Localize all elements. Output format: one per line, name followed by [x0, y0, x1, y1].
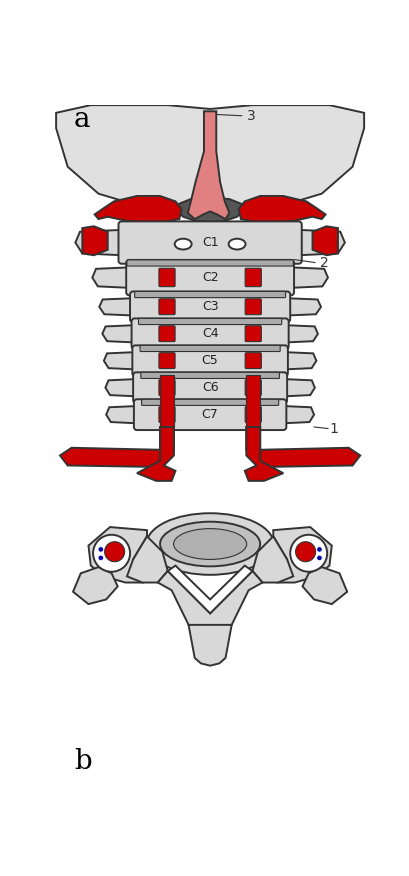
Polygon shape: [188, 625, 231, 666]
Polygon shape: [127, 536, 167, 583]
Polygon shape: [187, 111, 229, 219]
Polygon shape: [102, 325, 134, 343]
Text: C3: C3: [201, 300, 218, 314]
Bar: [160, 400, 173, 402]
FancyBboxPatch shape: [131, 318, 288, 350]
Polygon shape: [94, 196, 181, 223]
Polygon shape: [312, 226, 337, 255]
FancyBboxPatch shape: [245, 406, 261, 422]
FancyBboxPatch shape: [118, 222, 301, 264]
Circle shape: [98, 555, 103, 561]
Polygon shape: [246, 427, 360, 467]
Text: 3: 3: [247, 109, 255, 123]
Text: C7: C7: [201, 408, 218, 421]
FancyBboxPatch shape: [126, 260, 293, 295]
Polygon shape: [82, 226, 108, 255]
Polygon shape: [60, 427, 173, 467]
FancyBboxPatch shape: [132, 345, 287, 376]
Text: 1: 1: [329, 421, 337, 435]
Circle shape: [104, 541, 124, 562]
Circle shape: [290, 534, 326, 572]
Bar: [246, 376, 260, 427]
Bar: [160, 346, 173, 349]
Bar: [160, 376, 173, 427]
Polygon shape: [73, 567, 117, 604]
Polygon shape: [298, 230, 344, 255]
Text: a: a: [74, 106, 90, 132]
Polygon shape: [283, 406, 313, 423]
FancyBboxPatch shape: [159, 299, 175, 314]
Circle shape: [93, 534, 130, 572]
Polygon shape: [56, 105, 363, 213]
FancyBboxPatch shape: [245, 299, 261, 314]
Bar: [246, 373, 260, 376]
Polygon shape: [252, 536, 292, 583]
Ellipse shape: [173, 528, 246, 560]
Polygon shape: [290, 267, 327, 288]
Text: b: b: [74, 748, 91, 775]
FancyBboxPatch shape: [245, 379, 261, 396]
Ellipse shape: [146, 513, 273, 575]
Text: C5: C5: [201, 354, 218, 367]
Polygon shape: [167, 566, 252, 613]
Text: 2: 2: [319, 256, 328, 270]
Circle shape: [295, 541, 315, 562]
Polygon shape: [244, 427, 283, 481]
Bar: [160, 293, 173, 294]
FancyBboxPatch shape: [159, 379, 175, 396]
Bar: [246, 346, 260, 349]
Polygon shape: [284, 352, 316, 370]
Text: C4: C4: [201, 328, 218, 340]
Polygon shape: [175, 197, 244, 223]
Polygon shape: [137, 427, 175, 481]
Bar: [160, 261, 173, 263]
Text: C6: C6: [201, 381, 218, 394]
Polygon shape: [105, 379, 136, 396]
FancyBboxPatch shape: [159, 406, 175, 422]
FancyBboxPatch shape: [134, 292, 285, 298]
Ellipse shape: [174, 239, 191, 250]
FancyBboxPatch shape: [140, 372, 279, 378]
Polygon shape: [238, 196, 325, 223]
FancyBboxPatch shape: [138, 318, 281, 325]
Circle shape: [98, 547, 103, 552]
Polygon shape: [92, 267, 129, 288]
Bar: [246, 293, 260, 294]
Bar: [160, 373, 173, 376]
Polygon shape: [103, 352, 135, 370]
Circle shape: [316, 555, 321, 561]
Text: C1: C1: [201, 236, 218, 249]
Circle shape: [316, 547, 321, 552]
Polygon shape: [157, 571, 262, 632]
FancyBboxPatch shape: [133, 372, 286, 403]
FancyBboxPatch shape: [245, 326, 261, 342]
Polygon shape: [88, 527, 146, 583]
FancyBboxPatch shape: [140, 345, 279, 351]
Polygon shape: [302, 567, 346, 604]
Polygon shape: [75, 230, 121, 255]
Bar: [246, 261, 260, 263]
Text: C2: C2: [201, 271, 218, 284]
FancyBboxPatch shape: [245, 353, 261, 369]
FancyBboxPatch shape: [127, 260, 292, 266]
Bar: [160, 319, 173, 321]
FancyBboxPatch shape: [159, 326, 175, 342]
Ellipse shape: [160, 522, 260, 567]
FancyBboxPatch shape: [130, 292, 290, 322]
Ellipse shape: [228, 239, 245, 250]
Polygon shape: [286, 298, 320, 315]
Polygon shape: [272, 527, 331, 583]
Polygon shape: [106, 406, 137, 423]
FancyBboxPatch shape: [159, 353, 175, 369]
Polygon shape: [99, 298, 133, 315]
Polygon shape: [285, 325, 317, 343]
Bar: [246, 400, 260, 402]
Polygon shape: [283, 379, 314, 396]
Bar: [246, 319, 260, 321]
FancyBboxPatch shape: [245, 268, 261, 286]
FancyBboxPatch shape: [159, 268, 175, 286]
FancyBboxPatch shape: [141, 399, 278, 406]
FancyBboxPatch shape: [134, 399, 285, 430]
